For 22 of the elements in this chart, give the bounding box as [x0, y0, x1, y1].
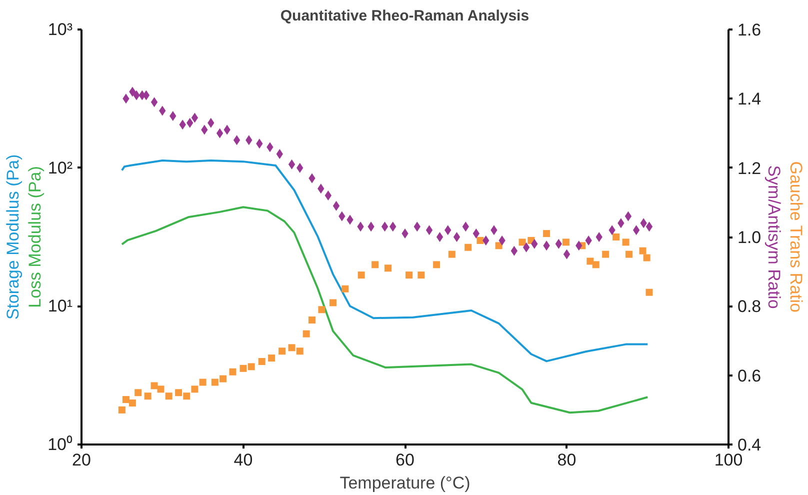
y2-tick-label: 1.4 [738, 90, 762, 109]
y2-tick-label: 1.0 [738, 228, 762, 247]
y2-tick-label: 0.6 [738, 366, 762, 386]
y-tick-label: 10¹ [48, 296, 73, 316]
text: Sym/Antisym Ratio [764, 165, 784, 309]
y-tick-label: 10⁰ [48, 435, 73, 454]
y-tick-label: 10² [48, 158, 73, 178]
chart-title: Quantitative Rheo-Raman Analysis [280, 8, 530, 24]
x-tick-label: 60 [396, 450, 414, 470]
line-series [120, 159, 649, 362]
text: Gauche Trans Ratio [786, 161, 806, 312]
y2-tick-label: 0.8 [738, 297, 762, 316]
text: Storage Modulus (Pa) [4, 154, 22, 320]
x-tick-label: 80 [557, 450, 576, 470]
x-tick-label: 40 [234, 450, 253, 470]
y2-tick-label: 1.6 [738, 20, 762, 40]
y-tick-label: 10³ [48, 20, 73, 39]
x-axis-title: Temperature (°C) [340, 474, 470, 492]
x-tick-label: 20 [72, 450, 91, 470]
y2-tick-label: 1.2 [738, 158, 762, 178]
line-series [120, 206, 649, 414]
text: Loss Modulus (Pa) [26, 166, 44, 308]
